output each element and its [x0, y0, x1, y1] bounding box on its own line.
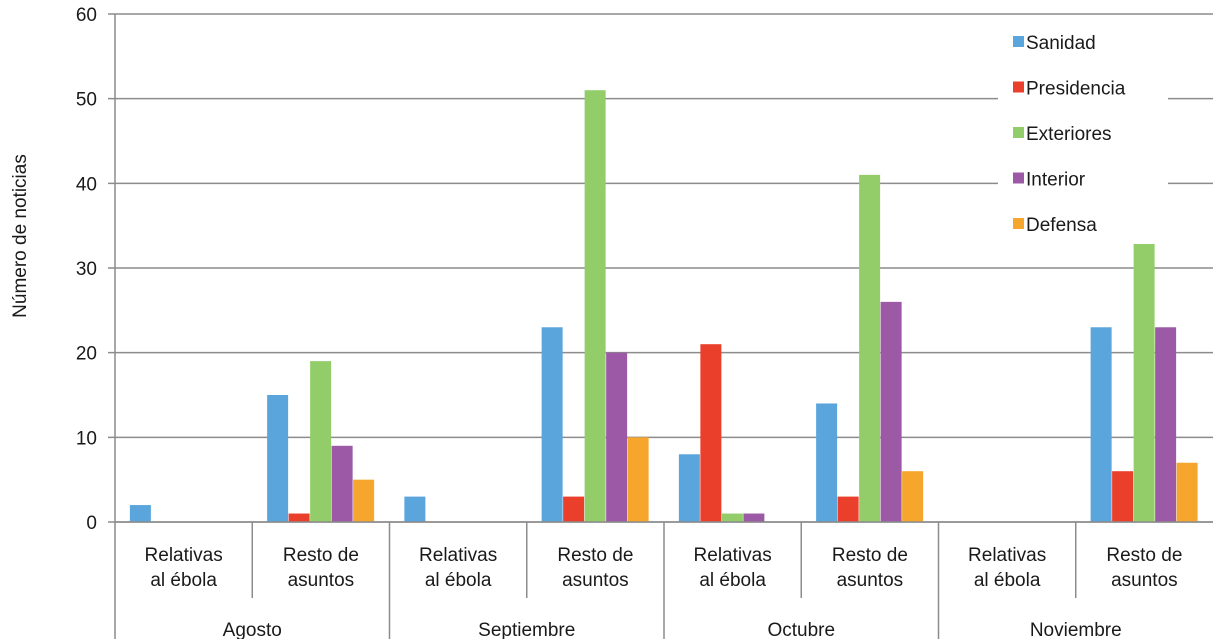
bar-sanidad — [1090, 327, 1112, 522]
bar-defensa — [627, 437, 649, 522]
x-category-label: al ébola — [699, 570, 766, 591]
bar-sanidad — [129, 505, 151, 522]
y-tick-label: 60 — [76, 5, 97, 26]
bar-exteriores — [859, 174, 881, 522]
legend-label-interior: Interior — [1026, 170, 1086, 191]
x-category-label: asuntos — [837, 570, 904, 591]
legend-swatch-defensa — [1013, 218, 1024, 229]
x-group-label: Octubre — [767, 620, 835, 639]
y-tick-label: 30 — [76, 259, 97, 280]
bar-sanidad — [404, 496, 426, 522]
bar-exteriores — [1133, 242, 1155, 522]
y-axis-label: Número de noticias — [10, 154, 31, 318]
bar-sanidad — [267, 395, 289, 522]
y-tick-label: 40 — [76, 174, 97, 195]
bar-defensa — [1176, 462, 1198, 522]
legend-label-presidencia: Presidencia — [1026, 79, 1126, 100]
y-tick-label: 10 — [76, 428, 97, 449]
bar-defensa — [353, 479, 375, 522]
legend-swatch-exteriores — [1013, 127, 1024, 138]
y-tick-label: 0 — [86, 513, 97, 534]
x-group-label: Noviembre — [1030, 620, 1122, 639]
x-group-label: Septiembre — [478, 620, 575, 639]
bar-interior — [1155, 327, 1177, 522]
bar-sanidad — [816, 403, 838, 522]
x-category-label: al ébola — [150, 570, 217, 591]
bar-exteriores — [310, 361, 332, 522]
x-axis-category-labels: Relativas al ébola Resto de asuntos Relativa… — [145, 545, 1183, 591]
y-tick-label: 20 — [76, 344, 97, 365]
x-category-label: Resto de — [832, 545, 908, 566]
bar-sanidad — [541, 327, 563, 522]
bar-presidencia — [837, 496, 859, 522]
bar-interior — [743, 513, 765, 522]
legend-swatch-presidencia — [1013, 81, 1024, 93]
bar-interior — [880, 301, 902, 522]
x-category-label: Relativas — [694, 545, 772, 566]
x-group-label: Agosto — [223, 620, 282, 639]
bar-presidencia — [563, 496, 585, 522]
bars — [129, 90, 1198, 522]
bar-interior — [606, 352, 628, 522]
x-category-label: Relativas — [145, 545, 223, 566]
axes — [114, 14, 1213, 639]
legend-label-sanidad: Sanidad — [1026, 33, 1096, 54]
bar-presidencia — [288, 513, 310, 522]
bar-exteriores — [721, 513, 743, 522]
x-category-label: Resto de — [283, 545, 359, 566]
x-category-label: al ébola — [425, 570, 492, 591]
x-category-label: asuntos — [1111, 570, 1178, 591]
bar-sanidad — [678, 454, 700, 522]
x-category-label: al ébola — [974, 570, 1041, 591]
x-category-label: Resto de — [557, 545, 633, 566]
bar-defensa — [902, 471, 924, 522]
x-category-label: Relativas — [419, 545, 497, 566]
x-category-label: Resto de — [1106, 545, 1182, 566]
legend-label-exteriores: Exteriores — [1026, 124, 1112, 145]
x-axis-group-labels: Agosto Septiembre Octubre Noviembre — [223, 620, 1122, 639]
legend-swatch-sanidad — [1013, 36, 1024, 47]
x-category-label: asuntos — [288, 570, 355, 591]
y-axis-tick-labels: 0 10 20 30 40 50 60 — [76, 5, 97, 534]
legend-swatch-interior — [1013, 172, 1024, 184]
bar-exteriores — [584, 90, 606, 522]
legend-label-defensa: Defensa — [1026, 215, 1097, 236]
legend: Sanidad Presidencia Exteriores Interior Defe… — [998, 20, 1168, 244]
bar-interior — [331, 445, 353, 522]
x-category-label: Relativas — [968, 545, 1046, 566]
bar-presidencia — [700, 344, 722, 522]
gridlines — [108, 13, 1213, 523]
bar-presidencia — [1112, 471, 1134, 522]
y-tick-label: 50 — [76, 90, 97, 111]
x-category-label: asuntos — [562, 570, 629, 591]
legend-background — [998, 20, 1168, 244]
